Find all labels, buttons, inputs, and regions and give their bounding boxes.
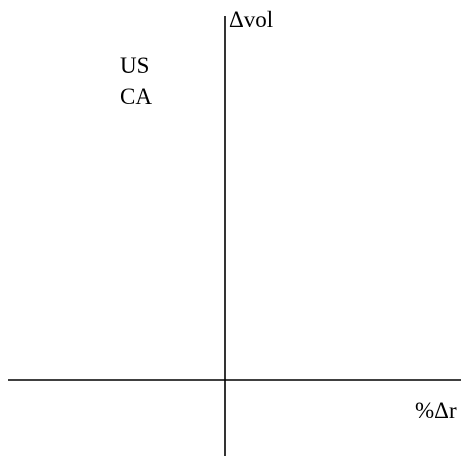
label: CA — [120, 84, 152, 109]
label: US — [120, 53, 149, 78]
y-axis-label: Δvol — [229, 7, 273, 32]
x-axis-label: %Δr — [415, 398, 457, 423]
